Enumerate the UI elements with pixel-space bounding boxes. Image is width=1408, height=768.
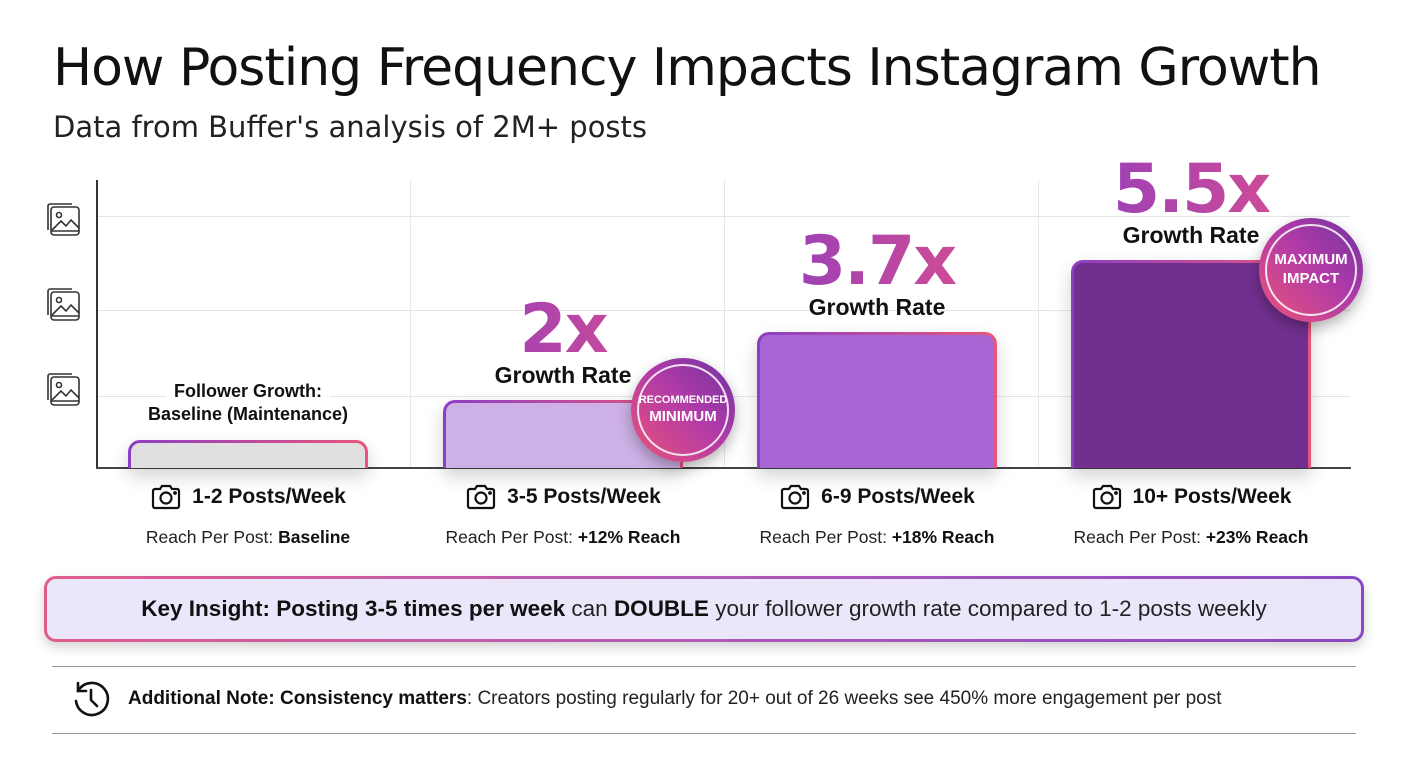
data-label: 5.5x xyxy=(1041,156,1341,224)
divider xyxy=(52,733,1356,734)
insight-text-2: your follower growth rate compared to 1-… xyxy=(708,596,1267,621)
reach-label: Reach Per Post: Baseline xyxy=(88,527,408,548)
y-axis xyxy=(96,180,98,469)
data-label: 3.7x xyxy=(727,228,1027,296)
note-text: Creators posting regularly for 20+ out o… xyxy=(472,688,1222,709)
growth-rate-label: Growth Rate xyxy=(494,362,632,388)
image-stack-icon xyxy=(44,370,82,408)
badge-text: RECOMMENDED xyxy=(638,393,728,406)
badge-text: MAXIMUM xyxy=(1274,251,1348,269)
gridline xyxy=(97,310,1350,311)
category-text: 10+ Posts/Week xyxy=(1132,485,1292,508)
reach-label: Reach Per Post: +18% Reach xyxy=(717,527,1037,548)
gridline xyxy=(97,216,1350,217)
gridline xyxy=(724,180,725,468)
reach-prefix: Reach Per Post: xyxy=(145,527,274,547)
badge-text: IMPACT xyxy=(1282,270,1340,287)
reach-prefix: Reach Per Post: xyxy=(1073,527,1201,547)
category-label: 6-9 Posts/Week xyxy=(727,483,1027,511)
category-label: 1-2 Posts/Week xyxy=(98,483,398,511)
reach-value: Baseline xyxy=(278,527,351,547)
category-label: 10+ Posts/Week xyxy=(1041,483,1341,511)
camera-icon xyxy=(150,483,182,511)
gridline xyxy=(1038,180,1039,468)
note-colon: : xyxy=(466,688,473,709)
divider xyxy=(52,666,1356,667)
insight-bold-2: DOUBLE xyxy=(613,596,709,621)
reach-prefix: Reach Per Post: xyxy=(445,527,573,547)
category-text: 1-2 Posts/Week xyxy=(192,485,346,508)
image-stack-icon xyxy=(44,200,82,238)
baseline-label-line: Follower Growth: xyxy=(166,380,330,404)
note-bold: Additional Note: Consistency matters xyxy=(128,688,467,709)
baseline-label-line: Baseline (Maintenance) xyxy=(139,403,357,427)
reach-value: +18% Reach xyxy=(891,527,995,547)
growth-rate-label: Growth Rate xyxy=(808,294,946,320)
x-axis xyxy=(96,467,1351,469)
page-title: How Posting Frequency Impacts Instagram … xyxy=(53,38,1322,98)
camera-icon xyxy=(465,483,497,511)
category-text: 6-9 Posts/Week xyxy=(821,485,975,508)
key-insight-box: Key Insight: Posting 3-5 times per week … xyxy=(44,576,1364,642)
badge-maximum-impact: MAXIMUM IMPACT xyxy=(1259,218,1363,322)
camera-icon xyxy=(1091,483,1123,511)
page-subtitle: Data from Buffer's analysis of 2M+ posts xyxy=(53,110,648,144)
reach-label: Reach Per Post: +12% Reach xyxy=(403,527,723,548)
category-label: 3-5 Posts/Week xyxy=(413,483,713,511)
image-stack-icon xyxy=(44,285,82,323)
growth-rate-label: Growth Rate xyxy=(1122,222,1260,248)
insight-bold-1: Key Insight: Posting 3-5 times per week xyxy=(141,596,566,621)
reach-label: Reach Per Post: +23% Reach xyxy=(1031,527,1351,548)
bar-3 xyxy=(757,332,997,468)
category-text: 3-5 Posts/Week xyxy=(507,485,661,508)
gridline xyxy=(410,180,411,468)
additional-note: Additional Note: Consistency matters: Cr… xyxy=(70,678,1222,720)
reach-prefix: Reach Per Post: xyxy=(759,527,887,547)
bar-1 xyxy=(128,440,368,468)
camera-icon xyxy=(779,483,811,511)
history-clock-icon xyxy=(74,681,110,717)
insight-text-1: can xyxy=(565,596,614,621)
reach-value: +12% Reach xyxy=(577,527,681,547)
reach-value: +23% Reach xyxy=(1205,527,1309,547)
badge-text: MINIMUM xyxy=(649,407,717,425)
badge-recommended-minimum: RECOMMENDED MINIMUM xyxy=(631,358,735,462)
baseline-label: Follower Growth: Baseline (Maintenance) xyxy=(98,380,398,427)
data-label: 2x xyxy=(413,296,713,364)
